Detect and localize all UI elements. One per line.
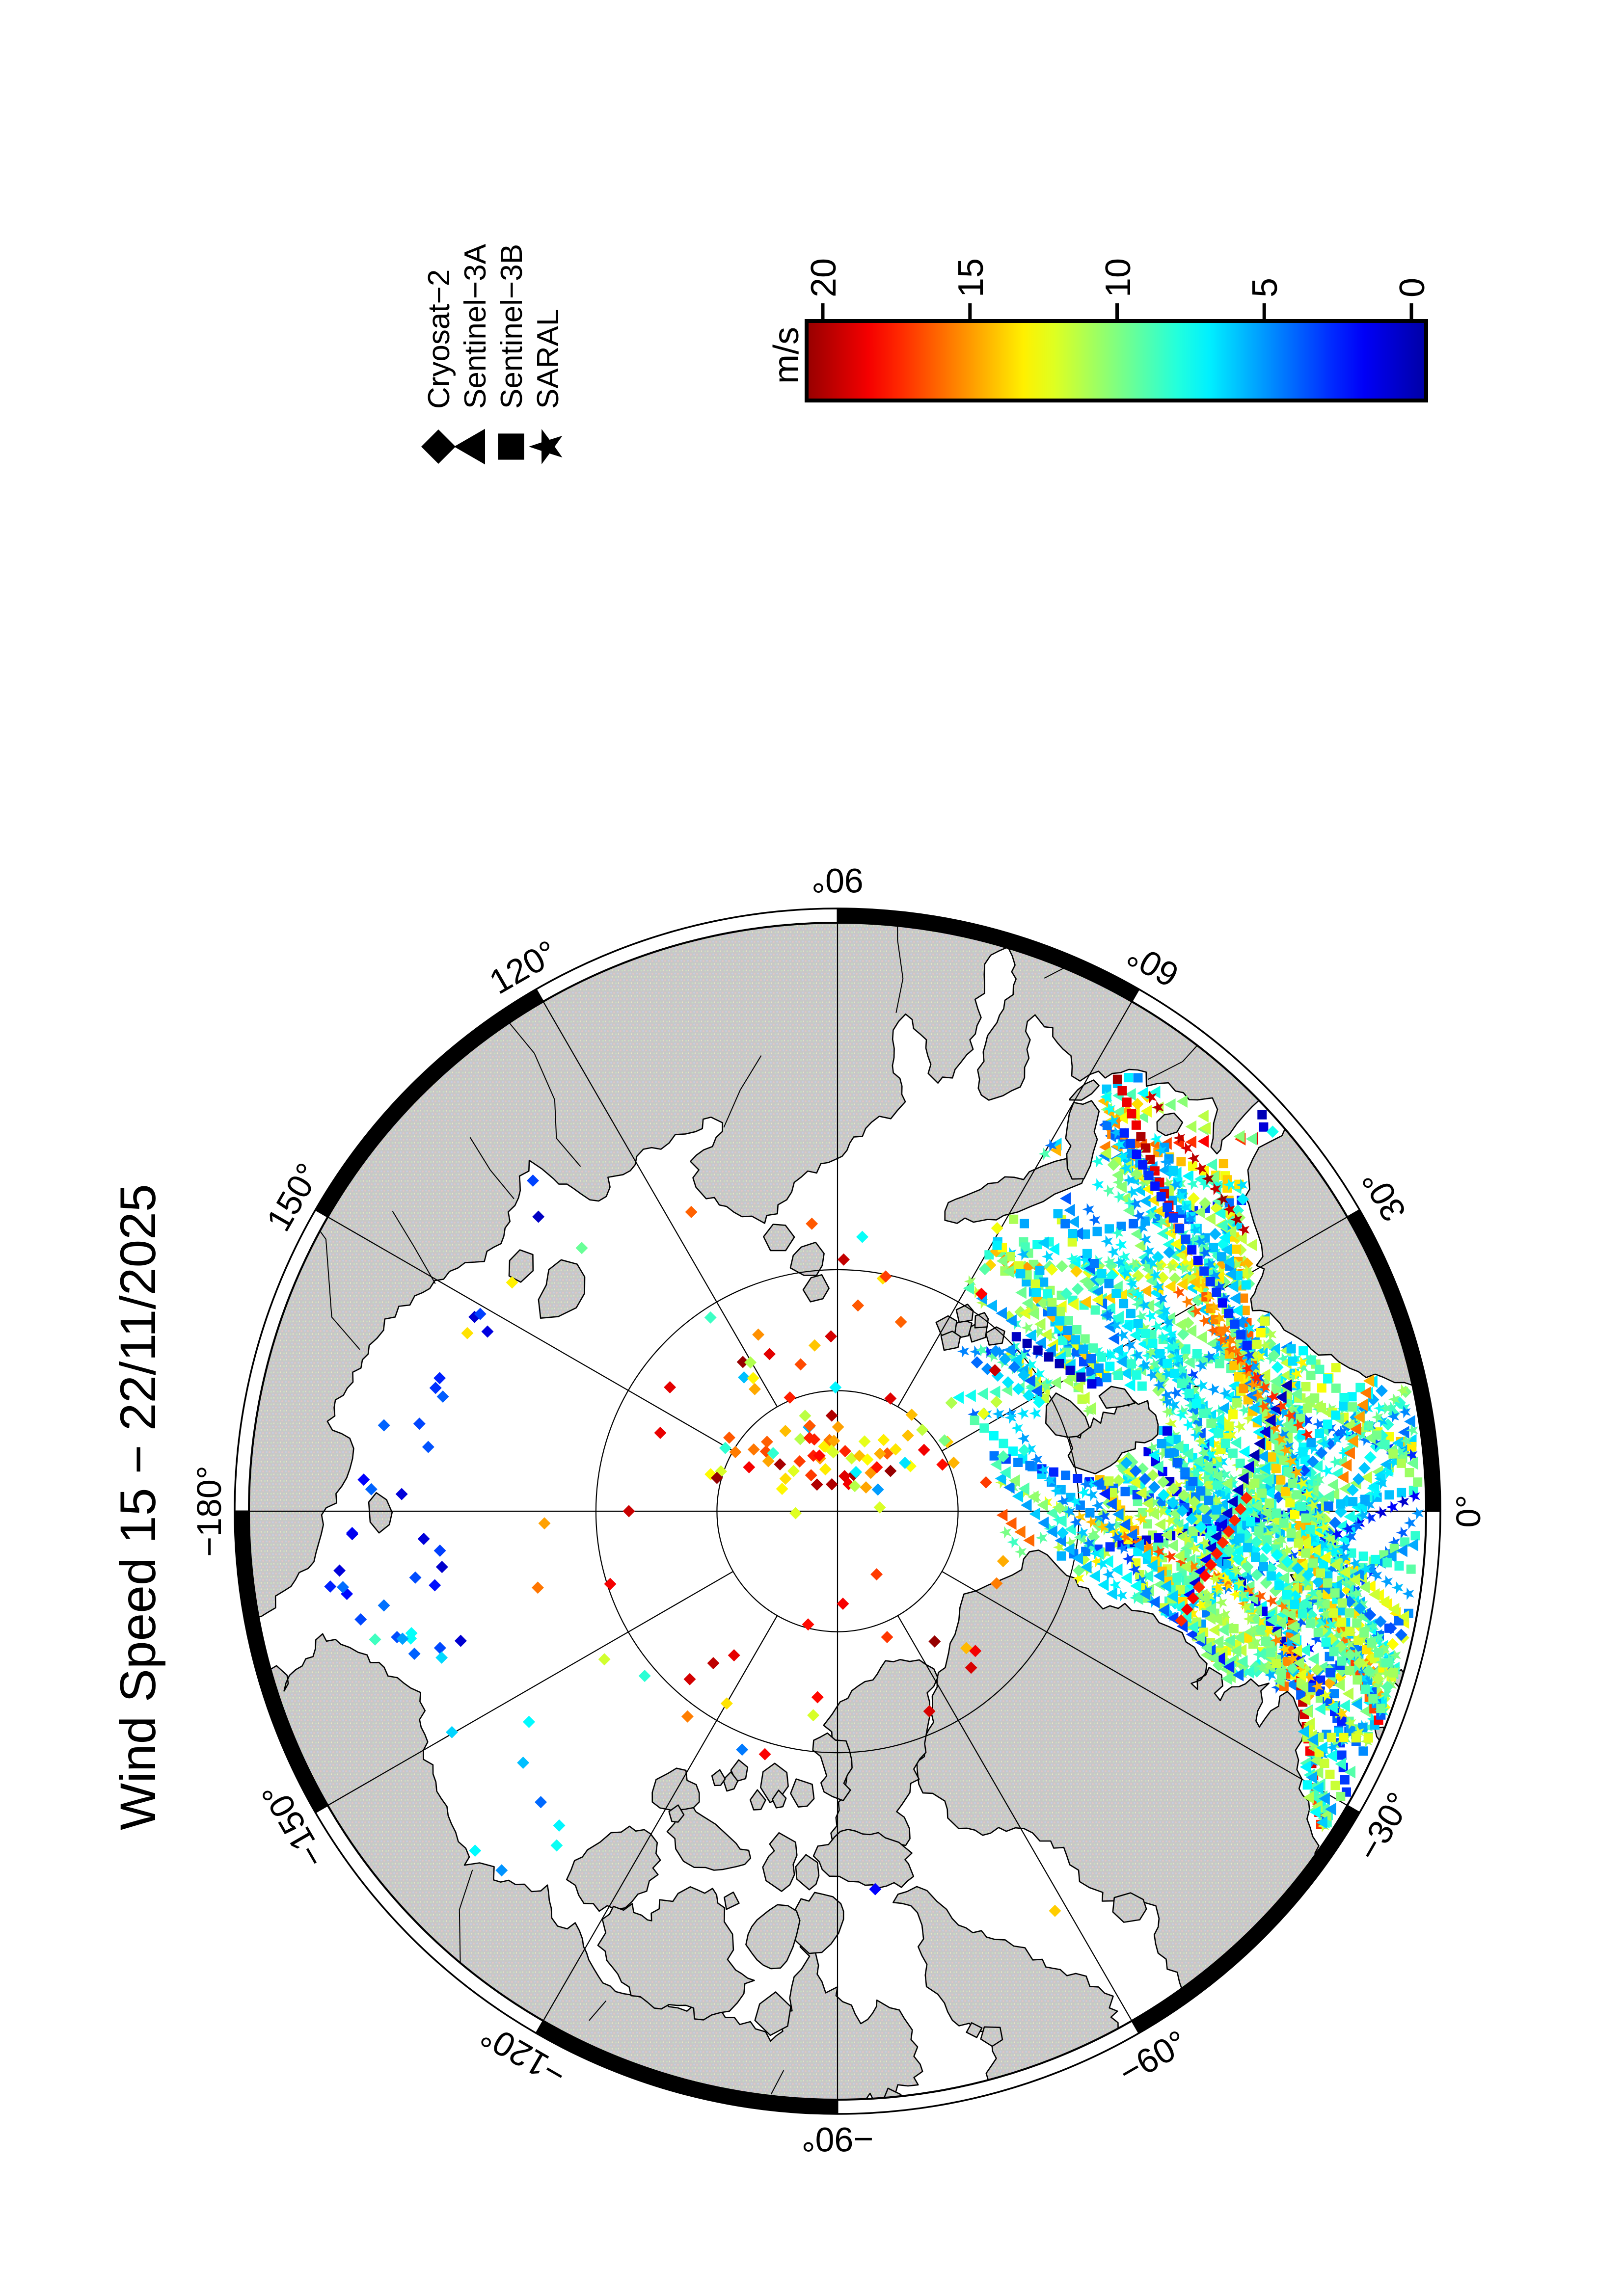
svg-text:0°: 0°	[1449, 1495, 1488, 1528]
svg-text:20: 20	[804, 258, 843, 297]
svg-text:5: 5	[1245, 278, 1285, 297]
svg-text:Sentinel−3B: Sentinel−3B	[495, 244, 529, 409]
svg-text:Wind Speed 15 − 22/11/2025: Wind Speed 15 − 22/11/2025	[110, 1184, 166, 1830]
svg-text:15: 15	[951, 258, 991, 297]
svg-text:−90°: −90°	[802, 2120, 874, 2159]
svg-text:SARAL: SARAL	[531, 309, 565, 409]
svg-text:Sentinel−3A: Sentinel−3A	[459, 243, 492, 409]
svg-text:Cryosat−2: Cryosat−2	[422, 269, 456, 409]
svg-text:m/s: m/s	[767, 327, 806, 384]
svg-text:−180°: −180°	[190, 1466, 228, 1557]
svg-text:90°: 90°	[812, 861, 864, 900]
svg-text:10: 10	[1099, 258, 1138, 297]
svg-text:0: 0	[1393, 278, 1432, 297]
